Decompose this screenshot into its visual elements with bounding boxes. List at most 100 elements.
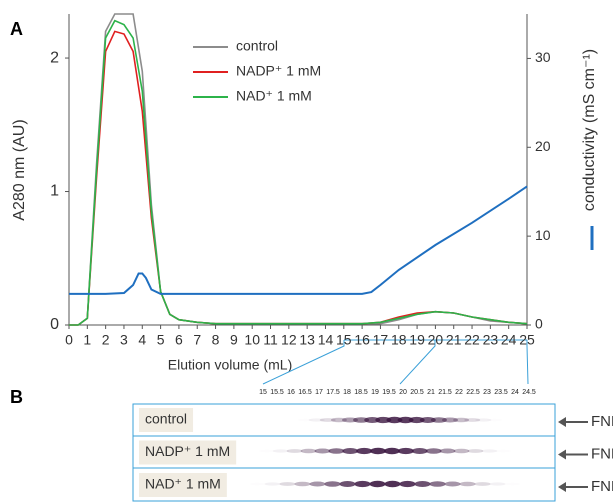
x-tick-label: 1 [83,332,91,348]
gel-band [287,449,303,453]
gel-band [400,481,416,487]
x-axis-label: Elution volume (mL) [168,357,293,373]
y2-tick-label: 20 [535,138,551,154]
legend-label: NADP⁺ 1 mM [236,63,321,79]
gel-band [280,482,296,486]
gel-band [250,483,266,485]
x-tick-label: 22 [464,332,480,348]
gel-band [342,448,358,454]
x-tick-label: 11 [263,332,278,348]
gel-band [453,449,469,454]
band-label: FNR [591,445,613,462]
fraction-label: 22.5 [466,389,480,396]
fraction-label: 17 [315,389,323,396]
fraction-label: 16 [287,389,295,396]
band-arrow-head [558,417,566,427]
fraction-label: 22 [455,389,463,396]
x-tick-label: 19 [409,332,425,348]
x-tick-label: 14 [318,332,334,348]
x-tick-label: 9 [230,332,238,348]
band-arrow-head [558,450,566,460]
x-tick-label: 3 [120,332,128,348]
y-axis-label: A280 nm (AU) [11,119,28,220]
page: {"chart_data": {"type": "line", "panel":… [0,0,613,502]
gel-band [370,481,386,487]
lane-label: control [145,411,187,427]
gel-band [355,481,371,487]
x-tick-label: 24 [501,332,517,348]
x-tick-label: 6 [175,332,183,348]
gel-band [301,449,317,454]
x-tick-label: 5 [157,332,165,348]
y2-tick-label: 30 [535,49,551,65]
fraction-label: 18.5 [354,389,368,396]
fraction-label: 23 [483,389,491,396]
x-tick-label: 4 [138,332,146,348]
gel-band [430,481,446,487]
x-tick-label: 15 [336,332,352,348]
gel-band [445,481,461,486]
fraction-label: 15.5 [270,389,284,396]
x-tick-label: 8 [212,332,220,348]
gel-band [481,449,497,452]
y-tick-label: 0 [50,316,59,333]
y2-axis-label: conductivity (mS cm⁻¹) [581,49,598,211]
x-tick-label: 25 [519,332,535,348]
gel-band [384,448,400,454]
gel-band [505,483,521,485]
x-tick-label: 12 [281,332,297,348]
fraction-label: 19 [371,389,379,396]
legend-label: control [236,38,278,54]
x-tick-label: 18 [391,332,407,348]
y-tick-label: 1 [50,183,59,200]
legend-label: NAD⁺ 1 mM [236,88,312,104]
x-tick-label: 7 [193,332,201,348]
band-label: FNR [591,478,613,495]
y2-tick-label: 0 [535,316,543,332]
gel-band [356,448,372,454]
lane-label: NAD⁺ 1 mM [145,476,221,492]
gel-band [315,448,331,453]
fraction-label: 16.5 [298,389,312,396]
x-tick-label: 13 [299,332,315,348]
gel-band [295,482,311,487]
fraction-label: 19.5 [382,389,396,396]
gel-band [415,481,431,487]
fraction-label: 18 [343,389,351,396]
band-label: FNR [591,413,613,430]
x-tick-label: 10 [244,332,260,348]
gel-band [370,448,386,454]
figure: A B A280 nm (AU) conductivity (mS cm⁻¹) … [0,0,613,502]
x-tick-label: 2 [102,332,110,348]
band-arrow-head [558,482,566,492]
y-tick-label: 2 [50,49,59,66]
gel-band [475,482,491,486]
gel-band [426,448,442,454]
gel-band [495,450,511,452]
gel-band [340,481,356,487]
x-tick-label: 16 [354,332,370,348]
gel-band [440,448,456,453]
fraction-label: 21 [427,389,435,396]
gel-band [328,448,344,454]
gel-band [467,449,483,453]
fraction-label: 20.5 [410,389,424,396]
fraction-label: 23.5 [494,389,508,396]
lane-label: NADP⁺ 1 mM [145,443,230,459]
gel-band [265,482,281,485]
gel-band [486,419,502,421]
x-tick-label: 21 [446,332,462,348]
x-tick-label: 17 [373,332,389,348]
gel-band [398,448,414,454]
x-tick-label: 20 [428,332,444,348]
x-tick-label: 23 [483,332,499,348]
gel-band [385,481,401,487]
fraction-label: 21.5 [438,389,452,396]
gel-band [273,449,289,452]
gel-band [490,482,506,485]
series-line [69,186,527,294]
fraction-label: 24 [511,389,519,396]
fraction-label: 24.5 [522,389,536,396]
fraction-label: 20 [399,389,407,396]
gel-band [259,450,275,452]
